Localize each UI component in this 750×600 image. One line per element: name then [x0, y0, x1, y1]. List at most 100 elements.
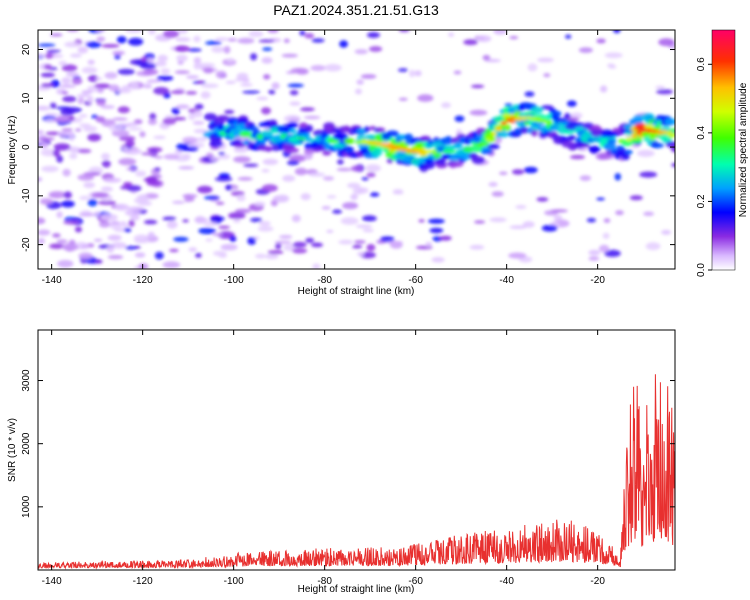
x-tick-label: -120: [133, 576, 153, 587]
heatmap-cell: [392, 191, 404, 195]
heatmap-cell: [143, 85, 153, 89]
heatmap-cell: [194, 216, 206, 224]
heatmap-cell: [124, 227, 132, 233]
heatmap-cell: [128, 219, 135, 227]
heatmap-cell: [509, 225, 527, 229]
heatmap-cell: [588, 145, 601, 153]
heatmap-cell: [61, 243, 79, 251]
heatmap-cell: [212, 233, 223, 237]
heatmap-cell: [242, 90, 260, 94]
heatmap-cell: [120, 185, 130, 190]
heatmap-cell: [38, 177, 43, 182]
heatmap-cell: [154, 251, 164, 260]
heatmap-cell: [107, 234, 122, 241]
heatmap-cell: [176, 104, 190, 109]
heatmap-cell: [40, 72, 55, 78]
heatmap-cell: [52, 149, 61, 158]
heatmap-cell: [322, 176, 335, 181]
heatmap-cell: [400, 147, 407, 152]
snr-series-line: [38, 374, 675, 570]
heatmap-cell: [299, 122, 308, 129]
heatmap-cell: [100, 186, 113, 192]
heatmap-cell: [148, 30, 156, 35]
heatmap-cell: [38, 217, 46, 225]
heatmap-cell: [143, 82, 152, 87]
heatmap-cell: [645, 242, 661, 251]
heatmap-cell: [425, 241, 433, 247]
heatmap-cell: [107, 255, 124, 260]
heatmap-cell: [70, 53, 82, 58]
heatmap-cell: [424, 157, 435, 165]
heatmap-cell: [311, 242, 323, 248]
heatmap-cell: [515, 116, 522, 121]
heatmap-cell: [120, 221, 127, 225]
heatmap-cell: [193, 128, 208, 134]
heatmap-cell: [355, 88, 362, 95]
heatmap-cell: [52, 233, 61, 238]
heatmap-cell: [489, 217, 507, 223]
heatmap-cell: [193, 110, 203, 118]
heatmap-cell: [248, 30, 264, 38]
heatmap-cell: [397, 68, 409, 72]
heatmap-cell: [365, 140, 372, 145]
heatmap-cell: [143, 219, 158, 225]
heatmap-cell: [520, 127, 529, 134]
x-tick-label: -40: [499, 576, 514, 587]
heatmap-cell: [494, 136, 502, 144]
x-tick-label: -60: [408, 275, 423, 286]
heatmap-cell: [45, 52, 54, 59]
x-tick-label: -60: [408, 576, 423, 587]
heatmap-cell: [340, 217, 359, 225]
x-tick-label: -20: [590, 275, 605, 286]
heatmap-cell: [664, 118, 675, 126]
heatmap-cell: [491, 191, 504, 197]
heatmap-cell: [303, 115, 321, 120]
colorbar-label: Normalized spectral amplitude: [738, 82, 749, 217]
heatmap-cell: [588, 249, 601, 256]
heatmap-cell: [169, 248, 179, 253]
heatmap-cell: [181, 146, 199, 152]
heatmap-cell: [651, 129, 658, 134]
heatmap-cell: [326, 195, 337, 199]
heatmap-cell: [442, 149, 457, 154]
heatmap-cell: [97, 87, 104, 94]
heatmap-cell: [66, 71, 79, 78]
heatmap-plot-area: [38, 30, 675, 269]
heatmap-cell: [140, 56, 148, 62]
heatmap-cell: [108, 124, 124, 132]
heatmap-cell: [530, 116, 537, 121]
heatmap-cell: [276, 194, 290, 203]
heatmap-cell: [294, 167, 308, 176]
heatmap-cell: [49, 102, 57, 109]
heatmap-cell: [215, 37, 229, 41]
heatmap-cell: [209, 157, 221, 161]
heatmap-cell: [300, 193, 311, 201]
heatmap-cell: [78, 148, 92, 154]
heatmap-cell: [78, 213, 97, 217]
heatmap-cell: [216, 115, 230, 122]
heatmap-cell: [141, 152, 158, 156]
heatmap-cell: [193, 57, 202, 64]
heatmap-cell: [188, 195, 195, 202]
heatmap-cell: [398, 97, 408, 101]
heatmap-cell: [80, 244, 90, 249]
heatmap-cell: [49, 243, 65, 249]
snr-y-ticks: 1000 2000 3000: [21, 369, 675, 518]
heatmap-cell: [100, 213, 118, 221]
heatmap-cell: [117, 68, 135, 75]
heatmap-cell: [56, 115, 73, 122]
heatmap-cell: [570, 112, 583, 119]
heatmap-cell: [485, 137, 492, 142]
heatmap-cell: [575, 122, 584, 127]
heatmap-cell: [235, 208, 251, 214]
heatmap-cell: [174, 70, 190, 75]
heatmap-cell: [111, 129, 130, 137]
x-tick-label: -140: [42, 275, 62, 286]
heatmap-cell: [515, 205, 527, 209]
heatmap-cell: [142, 68, 159, 76]
heatmap-cell: [48, 191, 66, 199]
heatmap-cell: [578, 47, 593, 53]
heatmap-cell: [128, 127, 143, 131]
heatmap-cell: [362, 228, 374, 233]
